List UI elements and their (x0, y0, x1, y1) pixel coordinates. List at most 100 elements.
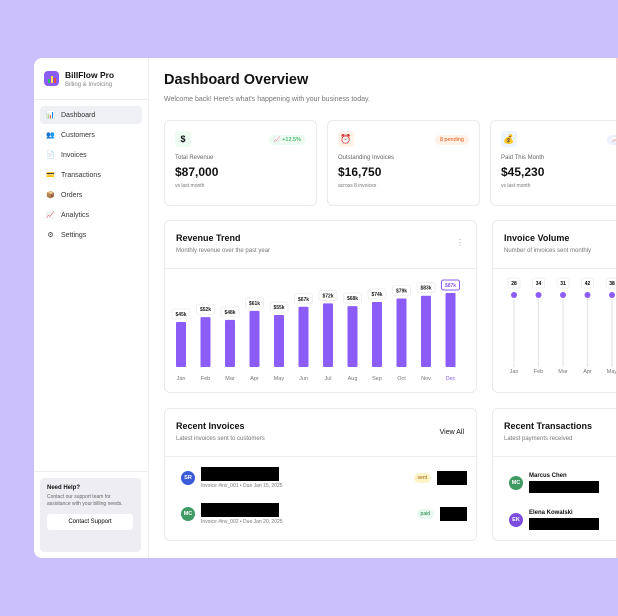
customer-name: Elena Kowalski (529, 510, 573, 516)
sidebar: BillFlow Pro Billing & Invoicing 📊 Dashboa… (34, 58, 149, 558)
sidebar-item-label: Dashboard (61, 111, 96, 119)
x-tick-label: Oct (397, 376, 406, 382)
bar (274, 315, 284, 367)
data-label: $72k (322, 293, 333, 299)
stat-footer: vs last month (175, 183, 205, 189)
help-title: Need Help? (47, 485, 81, 491)
stat-icon: $ (175, 131, 191, 147)
stat-card: $ 📈 +12.5% Total Revenue $87,000 vs last… (164, 120, 317, 206)
revenue-trend-card: Revenue Trend Monthly revenue over the p… (164, 220, 477, 393)
point (560, 292, 566, 298)
credit-card-icon: 💳 (46, 172, 55, 179)
sidebar-item-invoices[interactable]: 📄 Invoices (40, 146, 142, 164)
sidebar-item-label: Analytics (61, 211, 90, 219)
card-title: Invoice Volume (504, 233, 570, 243)
data-label: $61k (249, 301, 260, 307)
x-tick-label: Apr (583, 369, 592, 375)
x-tick-label: May (607, 369, 618, 375)
recent-transactions-card: Recent Transactions Latest payments rece… (492, 408, 616, 541)
bar-chart-icon: 📊 (46, 112, 55, 119)
stat-badge: 8 pending (434, 135, 469, 145)
sidebar-item-label: Transactions (61, 171, 101, 179)
data-label: $83k (420, 286, 431, 292)
avatar: EK (509, 513, 523, 527)
data-label-box (392, 285, 411, 296)
help-text: Contact our support team for assistance … (47, 494, 123, 508)
data-label: 28 (511, 281, 517, 287)
x-tick-label: Dec (446, 376, 456, 382)
x-tick-label: Feb (201, 376, 210, 382)
bar (176, 321, 186, 367)
sidebar-item-transactions[interactable]: 💳 Transactions (40, 166, 142, 184)
revenue-bar-chart: $45k Jan $52k Feb $48k Mar $61k Apr $55k May $67k J… (171, 279, 460, 382)
redacted-amount (529, 518, 599, 530)
card-subtitle: Latest invoices sent to customers (176, 436, 265, 442)
stat-label: Paid This Month (501, 155, 545, 161)
data-label: $55k (273, 305, 284, 311)
data-label-box (269, 301, 289, 313)
x-tick-label: Feb (534, 369, 543, 375)
stat-footer: vs last month (501, 183, 531, 189)
x-tick-label: Jul (324, 376, 331, 382)
avatar: MC (181, 507, 195, 521)
x-tick-label: Mar (558, 369, 568, 375)
data-label-box (532, 277, 545, 289)
transaction-row[interactable]: EK Elena Kowalski (509, 510, 616, 530)
bar (249, 310, 260, 367)
bar (421, 295, 431, 367)
sidebar-item-analytics[interactable]: 📈 Analytics (40, 206, 142, 224)
x-tick-label: May (274, 376, 285, 382)
stat-label: Outstanding Invoices (338, 155, 395, 161)
app-name: BillFlow Pro (65, 69, 115, 80)
sidebar-item-settings[interactable]: ⚙ Settings (40, 226, 142, 244)
sidebar-item-dashboard[interactable]: 📊 Dashboard (40, 106, 142, 124)
logo-icon (44, 71, 59, 86)
sidebar-item-orders[interactable]: 📦 Orders (40, 186, 142, 204)
point (535, 292, 542, 298)
page-subtitle: Welcome back! Here's what's happening wi… (164, 96, 370, 103)
data-label-box (171, 308, 191, 320)
card-subtitle: Number of invoices sent monthly (504, 248, 592, 254)
data-label-box (507, 277, 521, 289)
x-tick-label: Apr (250, 376, 259, 382)
x-tick-label: Nov (421, 376, 431, 382)
x-tick-label: Sep (372, 376, 382, 382)
bar (396, 298, 407, 367)
package-icon: 📦 (46, 192, 55, 199)
sidebar-nav: 📊 Dashboard 👥 Customers 📄 Invoices 💳 Transactio… (34, 100, 148, 252)
data-label: 31 (560, 281, 566, 287)
redacted-amount (440, 507, 467, 521)
app-tagline: Billing & Invoicing (65, 81, 113, 88)
status-badge: paid (416, 509, 434, 519)
point (584, 292, 591, 298)
more-options-icon[interactable]: ⋮ (456, 238, 464, 247)
data-label-box (556, 277, 570, 289)
data-label-box (318, 290, 338, 301)
data-label-box (605, 277, 616, 289)
bar (200, 317, 211, 367)
stat-value: $45,230 (501, 165, 545, 179)
sidebar-item-label: Customers (61, 131, 95, 139)
data-label-box (343, 292, 362, 304)
point (609, 292, 615, 298)
contact-support-button[interactable]: Contact Support (47, 513, 133, 530)
users-icon: 👥 (46, 132, 55, 139)
transaction-row[interactable]: MC Marcus Chen (509, 473, 616, 493)
recent-invoices-card: Recent Invoices Latest invoices sent to … (164, 408, 477, 541)
sidebar-item-customers[interactable]: 👥 Customers (40, 126, 142, 144)
redacted-customer-name (201, 503, 279, 517)
data-label: $68k (347, 296, 358, 302)
stat-footer: across 8 invoices (338, 183, 377, 189)
sidebar-item-label: Orders (61, 191, 83, 199)
main-content: Dashboard Overview Welcome back! Here's … (149, 58, 618, 558)
invoice-row[interactable]: SR Invoice #inv_001 • Due Jan 15, 2025 s… (181, 467, 467, 489)
invoice-row[interactable]: MC Invoice #inv_002 • Due Jan 20, 2025 p… (181, 503, 467, 525)
view-all-button[interactable]: View All (437, 427, 466, 438)
data-label: $74k (371, 292, 382, 298)
invoice-meta: Invoice #inv_001 • Due Jan 15, 2025 (201, 483, 283, 489)
document-icon: 📄 (46, 152, 55, 159)
app-window: BillFlow Pro Billing & Invoicing 📊 Dashboa… (34, 58, 618, 558)
data-label-box (294, 293, 313, 305)
avatar: SR (181, 471, 195, 485)
avatar: MC (509, 476, 523, 490)
